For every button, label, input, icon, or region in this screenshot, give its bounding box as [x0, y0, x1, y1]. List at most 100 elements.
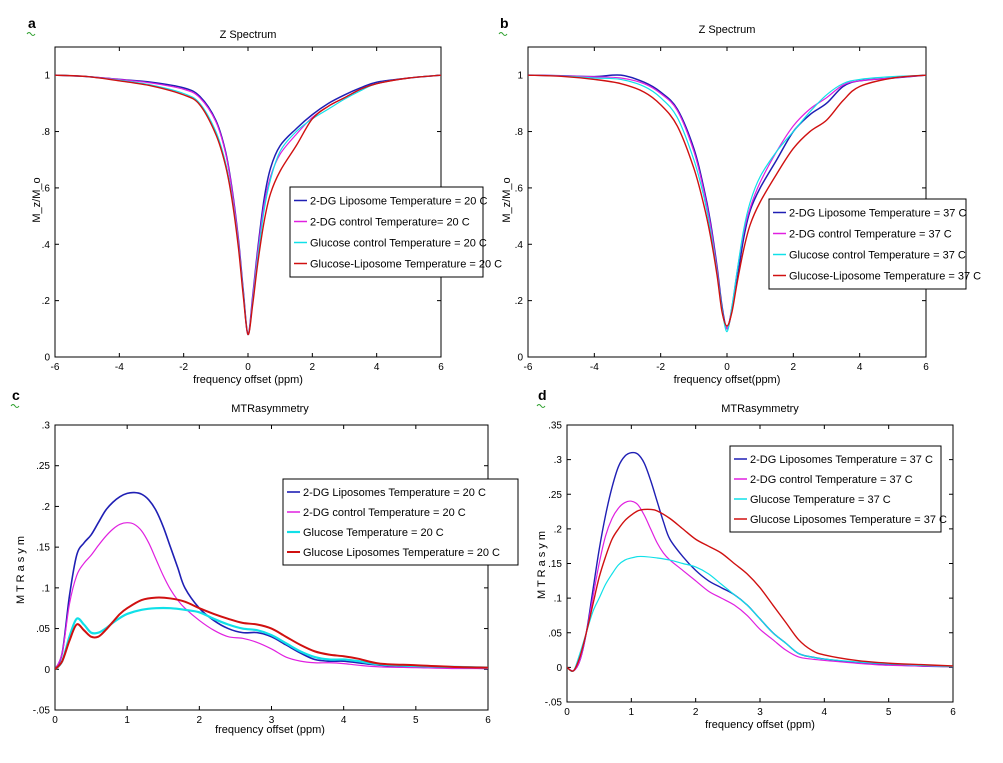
y-tick-label: .3: [42, 421, 51, 432]
y-tick-label: 1: [517, 71, 523, 82]
y-tick-label: .15: [36, 543, 50, 554]
legend-label: Glucose control Temperature = 37 C: [789, 250, 966, 262]
y-tick-label: 0: [556, 663, 562, 674]
panel-letter-underline: [10, 404, 20, 408]
legend-box: [289, 186, 484, 278]
series-line-3: [567, 555, 953, 672]
legend-label: 2-DG control Temperature = 20 C: [303, 507, 466, 519]
legend-box: [729, 445, 942, 533]
x-tick-label: 0: [564, 707, 570, 718]
x-tick-label: 3: [757, 707, 763, 718]
y-tick-label: .8: [515, 127, 524, 138]
legend-label: Glucose Liposomes Temperature = 37 C: [750, 514, 947, 526]
panel-b: b Z Spectrum -6 -4 -2 0 2 4 6 0 .2 .4 .6 .8 1 frequency…: [498, 15, 981, 386]
y-tick-label: .35: [548, 421, 562, 432]
x-tick-label: 6: [950, 707, 956, 718]
y-tick-label: .2: [42, 502, 51, 513]
x-axis-label: frequency offset (ppm): [705, 719, 815, 731]
panel-letter-underline: [536, 404, 546, 408]
legend-label: Glucose Temperature = 20 C: [303, 527, 444, 539]
x-tick-label: -4: [590, 362, 599, 373]
chart-title: Z Spectrum: [699, 24, 756, 36]
series-line-4: [567, 508, 953, 672]
legend-label: 2-DG control Temperature = 37 C: [750, 474, 913, 486]
legend: 2-DG Liposomes Temperature = 37 C 2-DG co…: [729, 445, 947, 533]
y-tick-label: .8: [42, 127, 51, 138]
x-tick-label: 2: [693, 707, 699, 718]
series-group: [528, 74, 926, 333]
x-tick-label: 0: [245, 362, 251, 373]
legend-label: 2-DG control Temperature = 37 C: [789, 229, 952, 241]
legend-label: Glucose control Temperature = 20 C: [310, 238, 487, 250]
y-axis-label: M_z/M_o: [501, 177, 513, 222]
chart-title: Z Spectrum: [220, 29, 277, 41]
y-tick-label: -.05: [33, 706, 51, 717]
panel-letter-d: d: [538, 387, 547, 403]
panels-layer: a Z Spectrum -6 -4 -2 0 2 4 6 0 .2 .4 .6 .8 1 frequency…: [10, 15, 981, 736]
legend-box: [768, 198, 967, 290]
legend: 2-DG Liposomes Temperature = 20 C 2-DG co…: [282, 478, 519, 566]
legend-label: Glucose Temperature = 37 C: [750, 494, 891, 506]
y-tick-label: 1: [44, 71, 50, 82]
series-group: [567, 451, 953, 672]
x-tick-label: 2: [197, 715, 203, 726]
plot-area: [54, 424, 489, 711]
y-tick-label: .1: [42, 583, 51, 594]
x-tick-label: 4: [857, 362, 863, 373]
legend: 2-DG Liposome Temperature = 20 C 2-DG con…: [289, 186, 502, 278]
y-tick-label: .3: [554, 455, 563, 466]
x-tick-label: -2: [656, 362, 665, 373]
y-tick-label: .2: [42, 296, 51, 307]
y-axis-label: M_z/M_o: [31, 177, 43, 222]
x-tick-label: 6: [438, 362, 444, 373]
x-tick-label: 4: [822, 707, 828, 718]
y-tick-label: .2: [554, 524, 563, 535]
y-tick-label: 0: [517, 353, 523, 364]
panel-letter-b: b: [500, 15, 509, 31]
y-tick-label: .05: [548, 628, 562, 639]
y-tick-label: .25: [36, 461, 50, 472]
y-tick-label: .6: [42, 183, 51, 194]
series-line-4: [55, 74, 441, 336]
x-tick-label: -6: [524, 362, 533, 373]
chart-title: MTRasymmetry: [721, 403, 799, 415]
x-tick-label: 1: [124, 715, 130, 726]
legend-label: Glucose-Liposome Temperature = 20 C: [310, 259, 502, 271]
y-tick-label: .2: [515, 296, 524, 307]
panel-letter-a: a: [28, 15, 36, 31]
x-tick-label: -4: [115, 362, 124, 373]
y-tick-label: 0: [44, 353, 50, 364]
x-tick-label: 4: [341, 715, 347, 726]
x-tick-label: -2: [179, 362, 188, 373]
x-tick-label: 5: [413, 715, 419, 726]
y-tick-label: .1: [554, 594, 563, 605]
x-tick-label: 2: [791, 362, 797, 373]
y-tick-label: .6: [515, 183, 524, 194]
x-tick-label: 5: [886, 707, 892, 718]
x-tick-label: 2: [310, 362, 316, 373]
x-tick-label: 0: [52, 715, 58, 726]
panel-letter-underline: [498, 32, 508, 36]
x-tick-label: -6: [51, 362, 60, 373]
x-axis-label: frequency offset(ppm): [674, 374, 781, 386]
legend-box: [282, 478, 519, 566]
legend-label: Glucose-Liposome Temperature = 37 C: [789, 271, 981, 283]
panel-letter-underline: [26, 32, 36, 36]
x-tick-label: 6: [923, 362, 929, 373]
x-tick-label: 1: [629, 707, 635, 718]
legend-label: 2-DG Liposomes Temperature = 20 C: [303, 487, 486, 499]
legend-label: 2-DG control Temperature= 20 C: [310, 217, 470, 229]
y-axis-label: M T R a s y m: [536, 531, 548, 599]
series-line-4: [55, 596, 488, 670]
y-axis-label: M T R a s y m: [15, 536, 27, 604]
y-tick-label: .4: [515, 240, 524, 251]
y-tick-label: -.05: [545, 698, 563, 709]
series-line-3: [55, 606, 488, 671]
series-group: [55, 74, 441, 336]
x-tick-label: 3: [269, 715, 275, 726]
y-tick-label: 0: [44, 665, 50, 676]
legend-label: 2-DG Liposomes Temperature = 37 C: [750, 454, 933, 466]
legend: 2-DG Liposome Temperature = 37 C 2-DG con…: [768, 198, 981, 290]
